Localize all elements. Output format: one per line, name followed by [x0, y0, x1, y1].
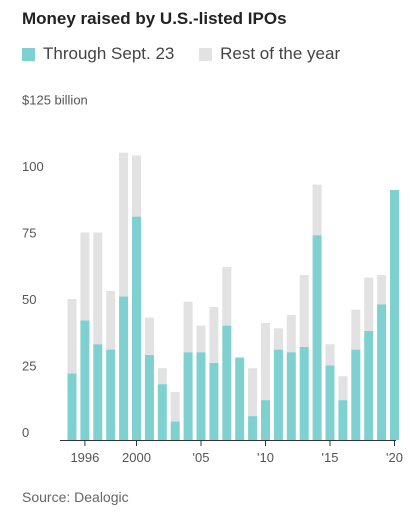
y-tick-label-125: $125 billion — [22, 93, 88, 108]
bar-through-sept-2013 — [299, 346, 309, 440]
y-tick-label-75: 75 — [22, 226, 36, 241]
bar-through-sept-1995 — [67, 373, 77, 440]
bar-through-sept-2019 — [377, 304, 387, 440]
bar-through-sept-2014 — [312, 235, 322, 440]
bar-through-sept-2009 — [248, 416, 258, 440]
x-tick-label-2020: '20 — [386, 450, 403, 465]
bar-rest-of-year-2003 — [170, 392, 180, 422]
x-tick-label-2005: '05 — [193, 450, 210, 465]
bar-rest-of-year-2018 — [364, 277, 374, 331]
bar-rest-of-year-2000 — [132, 155, 141, 217]
bar-rest-of-year-2013 — [299, 275, 309, 347]
bar-rest-of-year-1995 — [67, 299, 77, 374]
bar-through-sept-2008 — [235, 357, 245, 440]
bar-through-sept-2017 — [351, 349, 361, 440]
bar-through-sept-2015 — [325, 365, 335, 440]
bar-rest-of-year-1998 — [106, 291, 116, 350]
bar-through-sept-2006 — [209, 362, 219, 440]
x-tick-label-1996: 1996 — [70, 450, 99, 465]
source-note: Source: Dealogic — [22, 489, 129, 505]
bar-through-sept-2010 — [261, 400, 270, 440]
y-tick-label-50: 50 — [22, 292, 36, 307]
bar-through-sept-1998 — [106, 349, 116, 440]
bar-rest-of-year-2007 — [222, 267, 232, 326]
legend-label-rest-of-year: Rest of the year — [220, 44, 341, 63]
bar-through-sept-2007 — [222, 325, 232, 440]
bar-through-sept-2016 — [338, 400, 348, 440]
legend-item-through-sept: Through Sept. 23 — [22, 44, 174, 64]
bar-rest-of-year-2017 — [351, 309, 361, 350]
bar-rest-of-year-1997 — [93, 232, 103, 345]
y-tick-label-25: 25 — [22, 359, 36, 374]
bar-through-sept-2000 — [132, 216, 141, 440]
legend-label-through-sept: Through Sept. 23 — [43, 44, 175, 63]
bar-through-sept-2018 — [364, 330, 374, 440]
x-tick-label-2000: 2000 — [122, 450, 151, 465]
bar-rest-of-year-2016 — [338, 376, 348, 401]
bar-rest-of-year-2002 — [157, 368, 167, 385]
legend-swatch-rest-of-year — [199, 47, 213, 61]
bar-rest-of-year-2009 — [248, 368, 258, 417]
bar-rest-of-year-2015 — [325, 344, 335, 366]
bar-rest-of-year-2005 — [196, 325, 206, 353]
bar-through-sept-1997 — [93, 344, 103, 440]
bar-through-sept-1996 — [80, 320, 90, 440]
bar-rest-of-year-2004 — [183, 301, 193, 353]
bar-through-sept-2011 — [273, 349, 283, 440]
bar-through-sept-2012 — [286, 352, 296, 440]
bar-through-sept-2003 — [170, 421, 180, 440]
bar-rest-of-year-2011 — [273, 328, 283, 350]
bar-through-sept-2005 — [196, 352, 206, 440]
x-tick-label-2010: '10 — [257, 450, 274, 465]
bar-through-sept-2001 — [144, 354, 154, 440]
bar-through-sept-2004 — [183, 352, 193, 440]
legend: Through Sept. 23 Rest of the year — [22, 44, 360, 66]
bar-rest-of-year-2001 — [144, 317, 154, 355]
bar-rest-of-year-2012 — [286, 315, 296, 353]
bar-through-sept-2020 — [390, 190, 399, 440]
axis-layer: 0 25 50 75 100 $125 billion 1996 2000 '05 '10 '15 '… — [22, 93, 403, 466]
bar-through-sept-2002 — [157, 384, 167, 440]
bar-through-sept-1999 — [119, 296, 129, 440]
bar-rest-of-year-1999 — [119, 152, 129, 297]
bar-rest-of-year-2019 — [377, 275, 387, 305]
bars-layer — [67, 152, 399, 440]
bar-rest-of-year-2010 — [261, 323, 270, 401]
legend-item-rest-of-year: Rest of the year — [199, 44, 340, 64]
x-tick-label-2015: '15 — [322, 450, 339, 465]
chart-title: Money raised by U.S.-listed IPOs — [22, 9, 287, 28]
bar-rest-of-year-2014 — [312, 184, 322, 236]
y-tick-label-0: 0 — [22, 425, 29, 440]
y-tick-label-100: 100 — [22, 159, 44, 174]
legend-swatch-through-sept — [22, 47, 35, 61]
bar-rest-of-year-1996 — [80, 232, 90, 321]
bar-rest-of-year-2006 — [209, 307, 219, 363]
